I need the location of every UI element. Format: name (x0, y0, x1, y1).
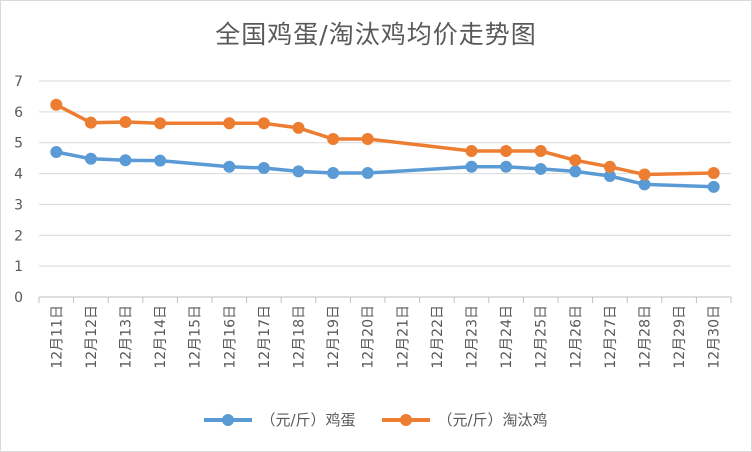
x-tick-label: 12月18日 (292, 305, 308, 369)
x-tick-label: 12月26日 (568, 305, 584, 369)
data-point-0 (327, 166, 340, 179)
data-point-1 (638, 168, 651, 181)
data-point-1 (327, 133, 340, 146)
y-tick-label: 6 (14, 105, 23, 121)
x-tick-label: 12月29日 (672, 305, 688, 369)
x-tick-label: 12月19日 (326, 305, 342, 369)
x-tick-label: 12月11日 (49, 305, 65, 369)
x-tick-label: 12月22日 (430, 305, 446, 369)
data-point-0 (534, 162, 547, 175)
chart-title: 全国鸡蛋/淘汰鸡均价走势图 (215, 20, 537, 49)
legend-swatch-eggs (204, 413, 253, 427)
legend-label-eggs: （元/斤）鸡蛋 (260, 411, 356, 429)
data-point-0 (465, 160, 478, 173)
data-point-1 (50, 98, 63, 111)
x-tick-label: 12月15日 (188, 305, 204, 369)
data-point-0 (569, 165, 582, 178)
data-point-1 (292, 121, 305, 134)
x-tick-label: 12月25日 (534, 305, 550, 369)
x-tick-label: 12月23日 (465, 305, 481, 369)
x-tick-label: 12月21日 (395, 305, 411, 369)
y-tick-label: 4 (14, 167, 23, 183)
data-point-0 (50, 145, 63, 158)
data-point-1 (465, 145, 478, 158)
legend: （元/斤）鸡蛋 （元/斤）淘汰鸡 (1, 409, 751, 430)
x-tick-label: 12月16日 (222, 305, 238, 369)
x-tick-label: 12月13日 (119, 305, 135, 369)
data-point-0 (361, 166, 374, 179)
data-point-1 (500, 145, 513, 158)
data-point-0 (223, 160, 236, 173)
x-tick-label: 12月28日 (638, 305, 654, 369)
legend-item-eggs: （元/斤）鸡蛋 (204, 409, 356, 430)
data-point-1 (84, 116, 97, 129)
y-tick-label: 7 (14, 74, 23, 90)
data-point-1 (223, 117, 236, 130)
y-tick-label: 0 (14, 290, 23, 306)
data-point-0 (500, 160, 513, 173)
legend-item-culled-hens: （元/斤）淘汰鸡 (381, 409, 548, 430)
y-tick-label: 5 (14, 136, 23, 152)
legend-label-culled-hens: （元/斤）淘汰鸡 (437, 411, 548, 429)
x-tick-label: 12月24日 (499, 305, 515, 369)
line-chart: 0 1 2 3 4 5 6 7 12月11日 12月12日 12月13日 12月14日 12月15日 12… (14, 74, 732, 369)
series-line-1 (54, 103, 716, 177)
data-point-1 (707, 166, 720, 179)
data-point-0 (154, 154, 167, 167)
data-point-1 (361, 133, 374, 146)
data-point-1 (119, 116, 132, 129)
y-tick-label: 2 (14, 228, 23, 244)
series-line-0 (54, 150, 716, 189)
x-tick-label: 12月20日 (361, 305, 377, 369)
data-point-1 (569, 154, 582, 167)
x-tick-label: 12月17日 (257, 305, 273, 369)
data-point-1 (534, 145, 547, 158)
y-tick-label: 3 (14, 197, 23, 213)
legend-swatch-culled-hens (381, 413, 430, 427)
data-point-0 (119, 154, 132, 167)
data-point-0 (257, 162, 270, 175)
data-point-1 (154, 117, 167, 130)
data-point-0 (707, 180, 720, 193)
data-point-0 (84, 152, 97, 165)
x-tick-label: 12月12日 (84, 305, 100, 369)
y-tick-label: 1 (14, 259, 23, 275)
data-point-1 (257, 117, 270, 130)
x-tick-label: 12月30日 (707, 305, 723, 369)
data-point-0 (292, 165, 305, 178)
data-point-1 (603, 160, 616, 173)
data-point-0 (638, 178, 651, 191)
x-tick-label: 12月27日 (603, 305, 619, 369)
x-tick-label: 12月14日 (153, 305, 169, 369)
